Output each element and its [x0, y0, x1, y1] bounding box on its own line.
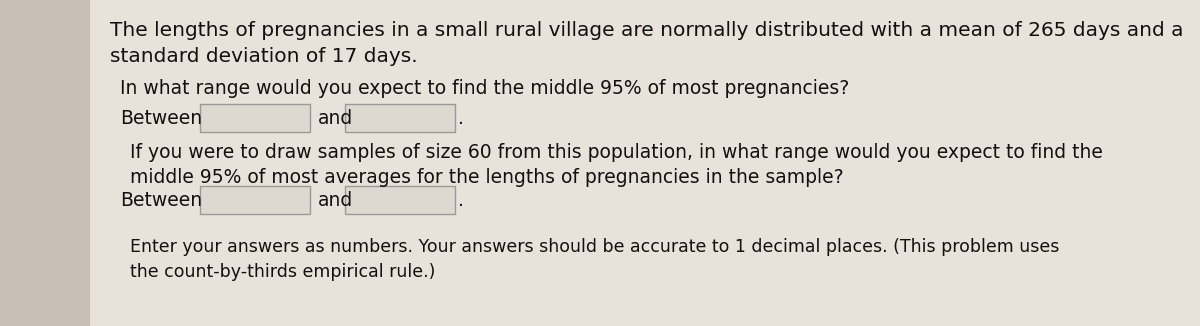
Text: and: and [318, 109, 353, 127]
Text: middle 95% of most averages for the lengths of pregnancies in the sample?: middle 95% of most averages for the leng… [130, 168, 844, 187]
Bar [200, 186, 310, 214]
Bar [200, 104, 310, 132]
Text: Enter your answers as numbers. Your answers should be accurate to 1 decimal plac: Enter your answers as numbers. Your answ… [130, 238, 1060, 256]
Text: In what range would you expect to find the middle 95% of most pregnancies?: In what range would you expect to find t… [120, 79, 850, 98]
Text: the count-by-thirds empirical rule.): the count-by-thirds empirical rule.) [130, 263, 436, 281]
Text: and: and [318, 190, 353, 210]
Text: The lengths of pregnancies in a small rural village are normally distributed wit: The lengths of pregnancies in a small ru… [110, 21, 1183, 40]
Bar [346, 104, 455, 132]
Text: If you were to draw samples of size 60 from this population, in what range would: If you were to draw samples of size 60 f… [130, 143, 1103, 162]
Text: .: . [458, 190, 464, 210]
Bar [346, 186, 455, 214]
Text: standard deviation of 17 days.: standard deviation of 17 days. [110, 47, 418, 66]
Text: Between: Between [120, 109, 202, 127]
Text: .: . [458, 109, 464, 127]
Text: Between: Between [120, 190, 202, 210]
